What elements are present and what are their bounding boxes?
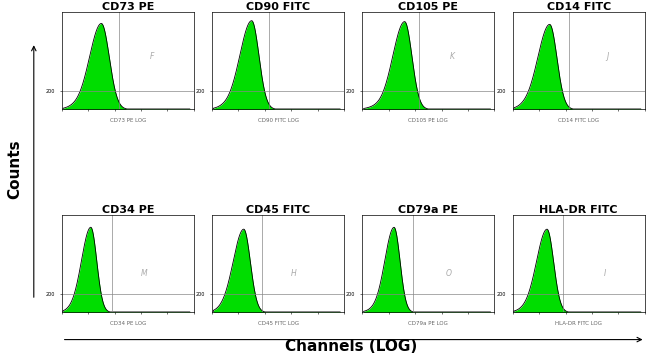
Text: O: O xyxy=(445,269,451,278)
Title: CD73 PE: CD73 PE xyxy=(101,1,154,12)
Text: K: K xyxy=(450,52,455,60)
Title: CD45 FITC: CD45 FITC xyxy=(246,204,310,215)
Title: CD79a PE: CD79a PE xyxy=(398,204,458,215)
X-axis label: CD14 FITC LOG: CD14 FITC LOG xyxy=(558,119,599,124)
X-axis label: CD90 FITC LOG: CD90 FITC LOG xyxy=(257,119,299,124)
Title: CD14 FITC: CD14 FITC xyxy=(547,1,611,12)
X-axis label: CD79a PE LOG: CD79a PE LOG xyxy=(408,322,448,327)
X-axis label: CD45 FITC LOG: CD45 FITC LOG xyxy=(257,322,299,327)
Text: Counts: Counts xyxy=(6,140,22,199)
Text: H: H xyxy=(291,269,297,278)
X-axis label: CD73 PE LOG: CD73 PE LOG xyxy=(110,119,146,124)
Title: CD34 PE: CD34 PE xyxy=(101,204,154,215)
Text: I: I xyxy=(604,269,606,278)
Text: J: J xyxy=(606,52,609,60)
X-axis label: CD105 PE LOG: CD105 PE LOG xyxy=(408,119,448,124)
X-axis label: HLA-DR FITC LOG: HLA-DR FITC LOG xyxy=(555,322,603,327)
Title: CD105 PE: CD105 PE xyxy=(398,1,458,12)
Text: M: M xyxy=(140,269,147,278)
Title: HLA-DR FITC: HLA-DR FITC xyxy=(540,204,618,215)
Text: F: F xyxy=(150,52,154,60)
Text: Channels (LOG): Channels (LOG) xyxy=(285,339,417,353)
Title: CD90 FITC: CD90 FITC xyxy=(246,1,310,12)
X-axis label: CD34 PE LOG: CD34 PE LOG xyxy=(110,322,146,327)
